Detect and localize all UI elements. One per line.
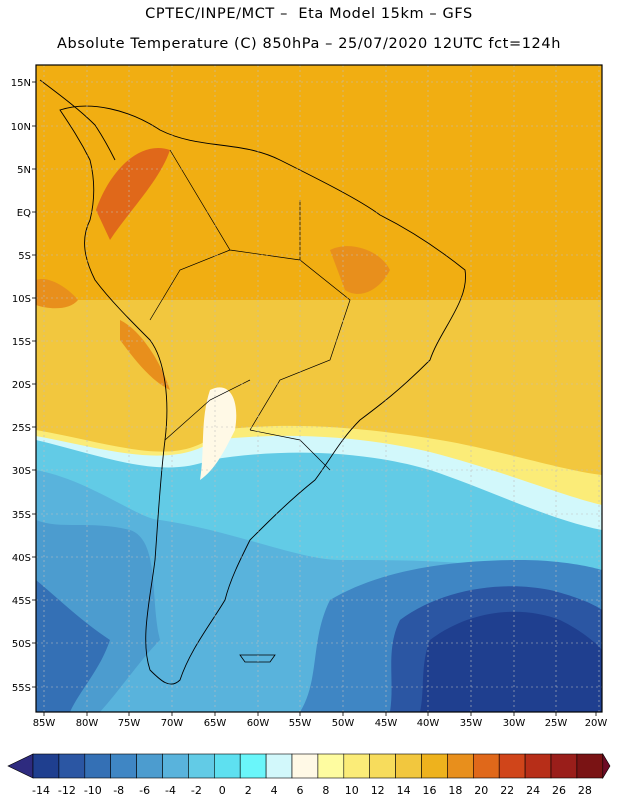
colorbar-swatch <box>447 753 474 779</box>
colorbar-tick-label: 18 <box>448 784 462 797</box>
lat-label: 50S <box>12 639 31 650</box>
map-gridlines <box>36 65 602 712</box>
lon-label: 30W <box>503 718 526 729</box>
warm-core-andes-north <box>96 148 170 240</box>
colorbar-tick-label: -10 <box>84 784 102 797</box>
colorbar-swatch <box>214 753 241 779</box>
colorbar-tick-label: 16 <box>423 784 437 797</box>
colorbar-tick-label: 24 <box>526 784 540 797</box>
colorbar-tick-label: -8 <box>113 784 124 797</box>
colorbar-swatch <box>498 753 526 779</box>
lat-label: 15S <box>12 337 31 348</box>
lon-label: 35W <box>460 718 483 729</box>
colorbar-tick-label: 20 <box>474 784 488 797</box>
lon-label: 40W <box>417 718 440 729</box>
colorbar-tick-label: 22 <box>500 784 514 797</box>
colorbar-swatch <box>317 753 345 779</box>
colorbar-swatch <box>524 753 552 779</box>
colorbar-tick-label: -14 <box>32 784 50 797</box>
lon-label: 70W <box>161 718 184 729</box>
central-america-coastline <box>39 79 116 161</box>
lat-label: EQ <box>17 208 31 219</box>
lat-label: 20S <box>12 380 31 391</box>
lon-label: 85W <box>33 718 56 729</box>
falkland-islands-outline <box>239 654 276 663</box>
lat-label: 55S <box>12 683 31 694</box>
colorbar-swatch <box>32 753 60 779</box>
lon-label: 75W <box>118 718 141 729</box>
lat-label: 10S <box>12 294 31 305</box>
lon-label: 45W <box>375 718 398 729</box>
warm-core-pacific <box>36 279 78 309</box>
lat-label: 10N <box>11 122 31 133</box>
colorbar-tick-label: 6 <box>297 784 304 797</box>
colorbar-swatch <box>343 753 370 779</box>
colorbar-swatch <box>239 753 267 779</box>
warm-core-chaco <box>200 387 237 480</box>
colorbar-tick-label: 12 <box>371 784 385 797</box>
colorbar-swatch <box>84 753 112 779</box>
lat-label: 25S <box>12 423 31 434</box>
colorbar-tick-label: -4 <box>165 784 176 797</box>
colorbar-tick-label: 2 <box>245 784 252 797</box>
lat-label: 30S <box>12 466 31 477</box>
colorbar-swatch <box>291 753 319 779</box>
colorbar-swatch <box>369 753 396 779</box>
map-frame <box>35 64 603 713</box>
colorbar-swatch <box>265 753 293 779</box>
lat-label: 5N <box>17 165 31 176</box>
lon-label: 60W <box>247 718 270 729</box>
warm-core-brazil <box>330 246 390 294</box>
colorbar-swatch <box>395 753 422 779</box>
lat-label: 5S <box>18 251 31 262</box>
lat-label: 35S <box>12 510 31 521</box>
lat-label: 15N <box>11 78 31 89</box>
lon-label: 25W <box>545 718 568 729</box>
colorbar-tick-label: -6 <box>139 784 150 797</box>
colorbar-swatch <box>136 753 163 779</box>
colorbar-tick-label: 10 <box>345 784 359 797</box>
colorbar-arrow-right <box>602 752 611 780</box>
colorbar-tick-label: 8 <box>322 784 329 797</box>
colorbar-tick-label: 4 <box>271 784 278 797</box>
colorbar-tick-label: -12 <box>58 784 76 797</box>
field-band-minus10 <box>36 580 110 712</box>
lon-label: 50W <box>332 718 355 729</box>
colorbar-swatch <box>162 753 189 779</box>
colorbar-swatch <box>188 753 215 779</box>
colorbar-swatch <box>110 753 137 779</box>
colorbar-swatch <box>421 753 448 779</box>
chart-title-line2: Absolute Temperature (C) 850hPa – 25/07/… <box>57 36 561 52</box>
lon-label: 65W <box>204 718 227 729</box>
colorbar-tick-label: 0 <box>219 784 226 797</box>
colorbar-swatch <box>550 753 578 779</box>
colorbar-tick-label: 14 <box>397 784 411 797</box>
colorbar-swatch <box>472 753 500 779</box>
lat-label: 45S <box>12 596 31 607</box>
chart-title-line1: CPTEC/INPE/MCT – Eta Model 15km – GFS <box>145 6 473 22</box>
warm-core-andes-south <box>120 320 170 390</box>
lon-label: 55W <box>289 718 312 729</box>
colorbar-swatch <box>58 753 86 779</box>
colorbar-tick-label: 28 <box>578 784 592 797</box>
colorbar-arrow-left <box>7 753 34 779</box>
colorbar-tick-label: 26 <box>552 784 566 797</box>
colorbar-swatch <box>576 753 604 779</box>
colorbar-tick-label: -2 <box>191 784 202 797</box>
south-america-coastline <box>59 105 466 685</box>
lon-label: 20W <box>585 718 608 729</box>
lon-label: 80W <box>76 718 99 729</box>
lat-label: 40S <box>12 553 31 564</box>
